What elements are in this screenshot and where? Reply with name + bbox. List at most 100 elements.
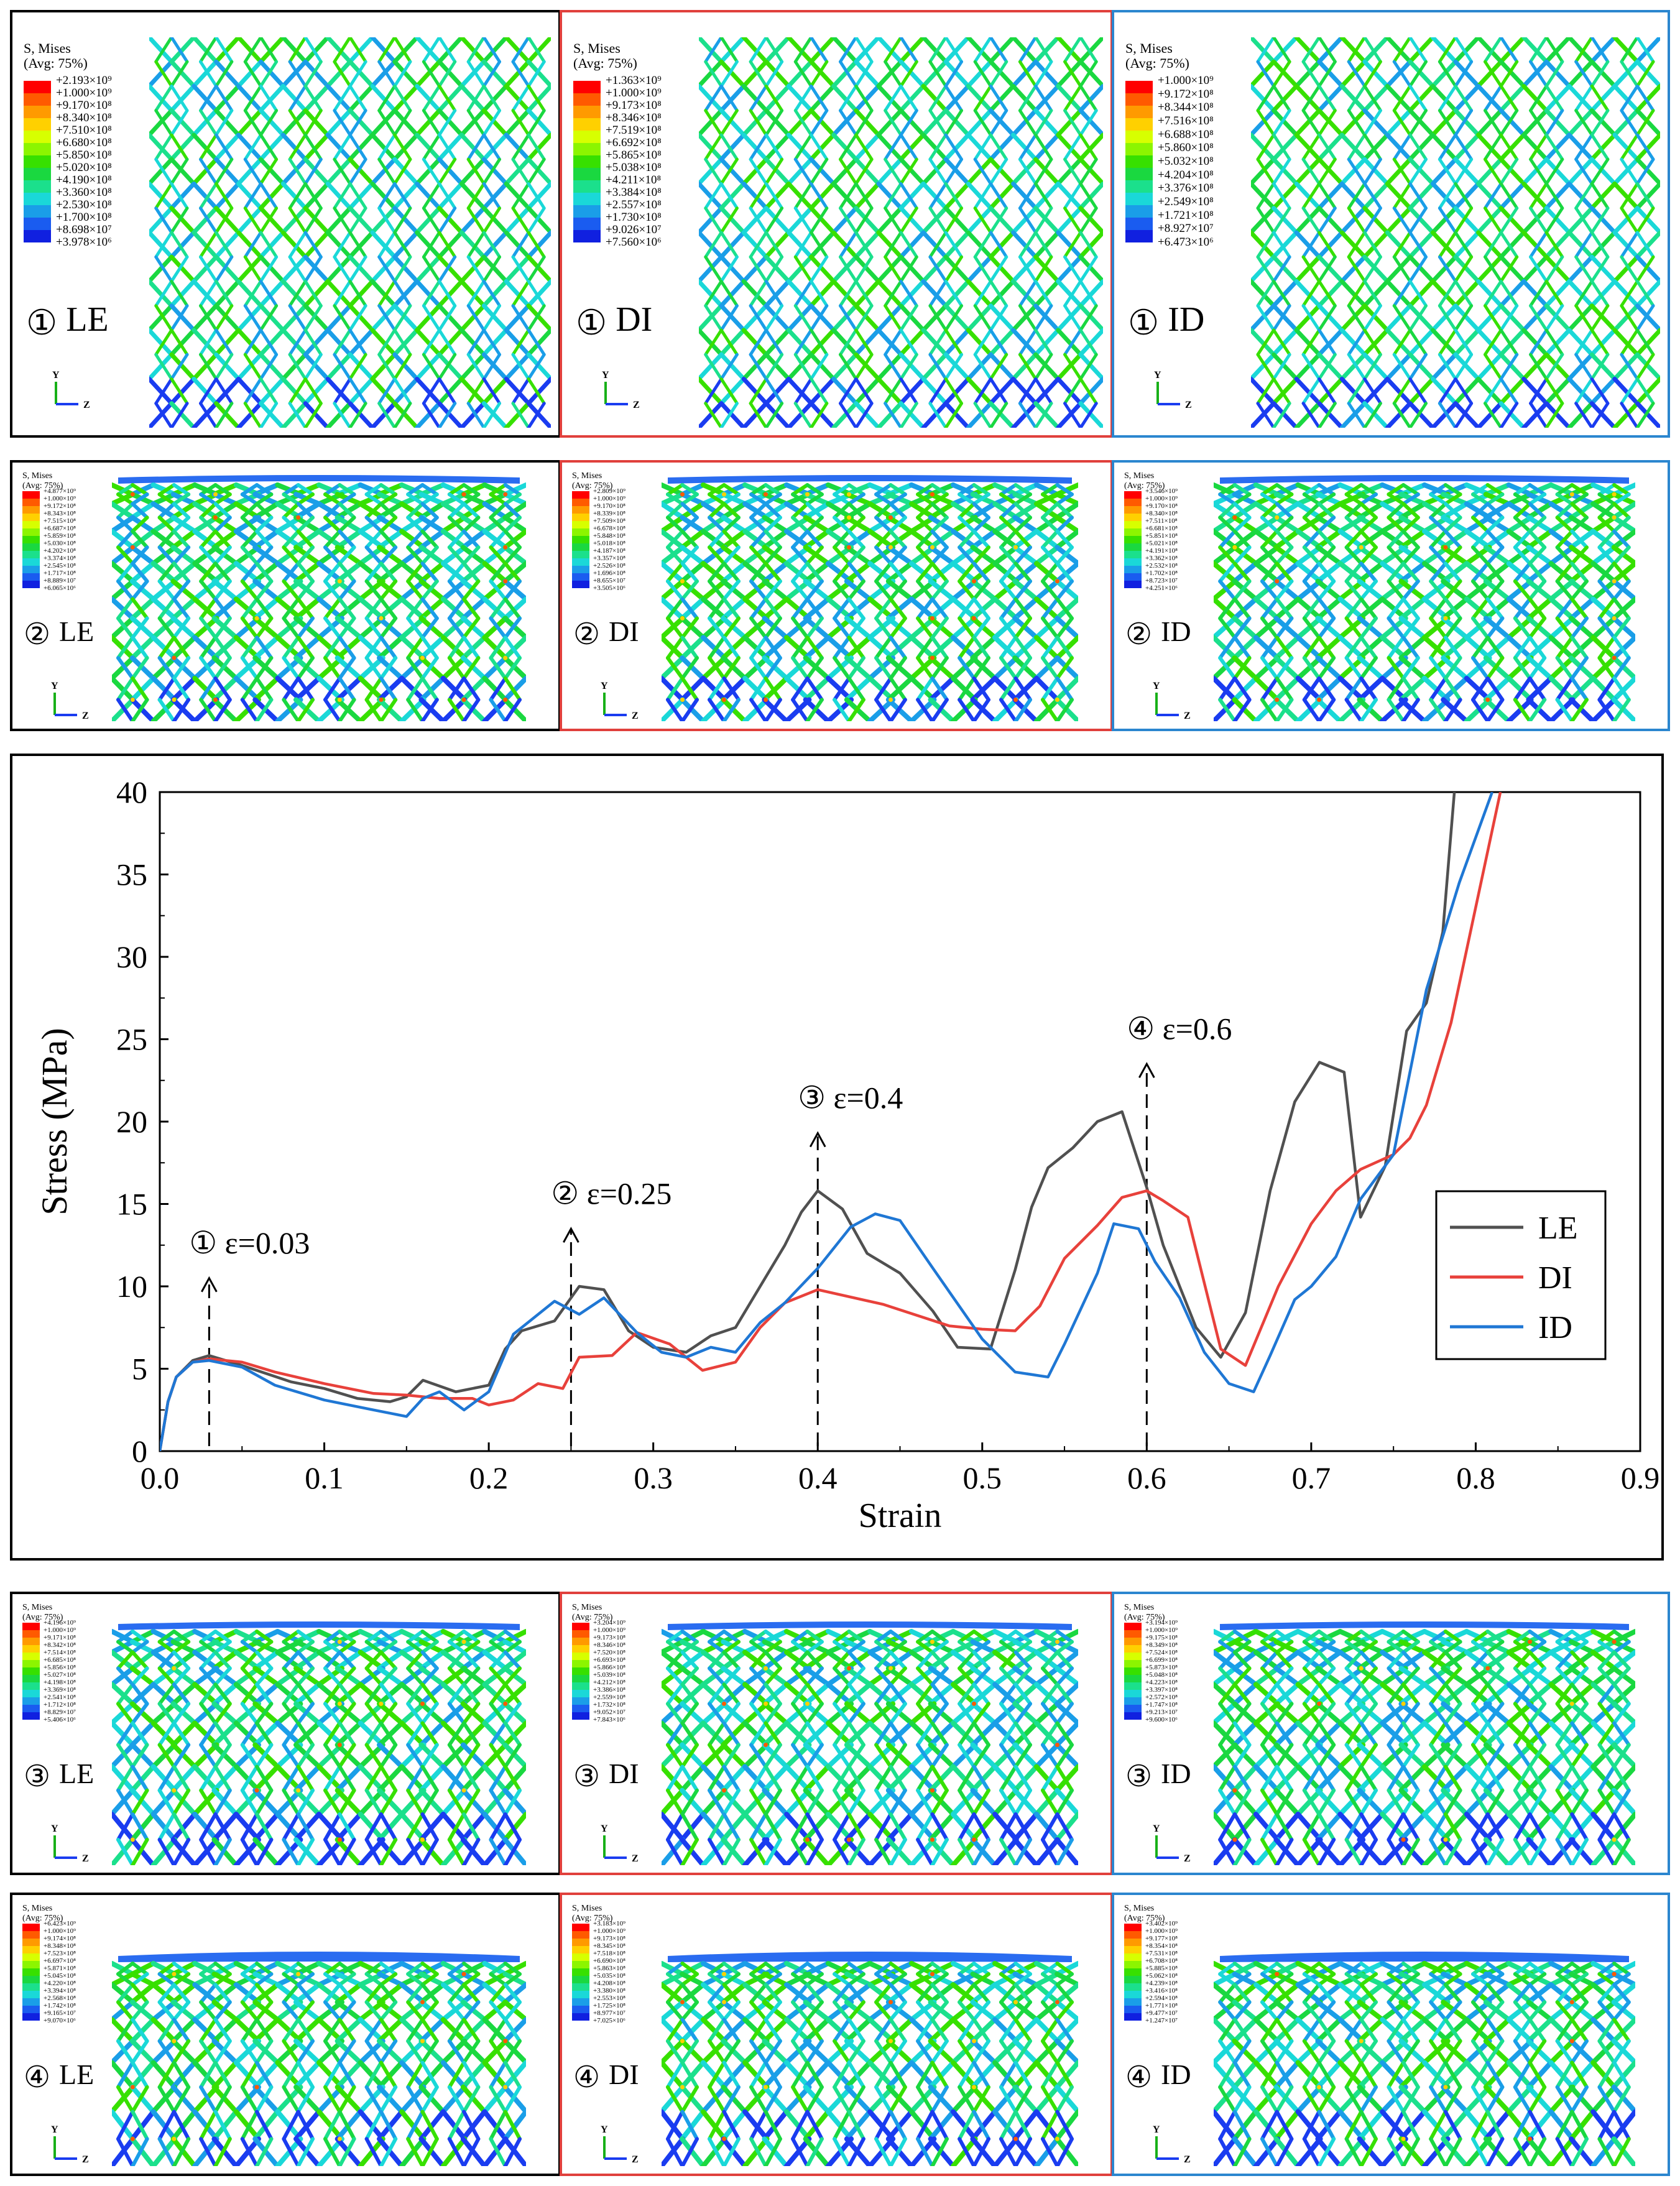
lattice-strut bbox=[259, 37, 279, 63]
axis-triad-icon: YZ bbox=[1154, 370, 1192, 410]
stress-hotspot bbox=[1055, 698, 1059, 702]
lattice-strut bbox=[192, 328, 219, 357]
lattice-strut bbox=[701, 1787, 727, 1817]
lattice-strut bbox=[699, 182, 724, 211]
lattice-contour-plot bbox=[1251, 37, 1660, 428]
lattice-strut bbox=[393, 157, 412, 185]
lattice-strut bbox=[150, 616, 178, 640]
lattice-strut bbox=[1260, 616, 1279, 640]
legend-value: +5.021×10⁸ bbox=[1145, 540, 1178, 547]
lattice-strut bbox=[803, 1720, 831, 1748]
lattice-strut bbox=[958, 1764, 976, 1792]
lattice-strut bbox=[406, 492, 425, 506]
lattice-strut bbox=[701, 596, 727, 621]
lattice-strut bbox=[150, 1666, 178, 1687]
lattice-strut bbox=[1344, 616, 1364, 640]
lattice-strut bbox=[149, 157, 174, 186]
lattice-strut bbox=[719, 377, 739, 405]
lattice-strut bbox=[338, 1743, 356, 1769]
lattice-strut bbox=[1476, 37, 1503, 64]
lattice-strut bbox=[958, 561, 976, 583]
lattice-strut bbox=[437, 377, 464, 406]
lattice-strut bbox=[1570, 529, 1589, 550]
lattice-strut bbox=[1339, 37, 1367, 64]
lattice-strut bbox=[909, 1764, 937, 1793]
lattice-strut bbox=[764, 157, 791, 186]
lattice-strut bbox=[377, 133, 397, 161]
lattice-strut bbox=[1013, 1812, 1032, 1842]
lattice-strut bbox=[437, 132, 464, 162]
lattice-strut bbox=[1574, 60, 1594, 88]
lattice-strut bbox=[722, 515, 741, 533]
lattice-strut bbox=[847, 616, 865, 640]
lattice-strut bbox=[1318, 402, 1337, 428]
lattice-strut bbox=[1513, 616, 1532, 640]
colorbar-cell bbox=[1124, 551, 1142, 558]
lattice-strut bbox=[749, 676, 768, 702]
lattice-strut bbox=[1273, 515, 1301, 534]
lattice-strut bbox=[1612, 635, 1631, 660]
lattice-strut bbox=[854, 59, 881, 88]
lattice-strut bbox=[1443, 579, 1462, 601]
lattice-strut bbox=[992, 1787, 1019, 1817]
lattice-strut bbox=[303, 85, 323, 113]
lattice-strut bbox=[364, 529, 383, 550]
lattice-strut bbox=[899, 353, 918, 380]
lattice-strut bbox=[921, 182, 948, 211]
lattice-strut bbox=[1574, 231, 1594, 259]
lattice-strut bbox=[1429, 502, 1447, 520]
lattice-strut bbox=[810, 206, 829, 234]
lattice-strut bbox=[916, 1682, 935, 1706]
lattice-strut bbox=[116, 502, 135, 520]
lattice-strut bbox=[116, 483, 135, 497]
lattice-strut bbox=[418, 635, 446, 661]
lattice-strut bbox=[972, 1630, 990, 1644]
lattice-strut bbox=[502, 635, 526, 661]
lattice-strut bbox=[1385, 182, 1413, 211]
lattice-strut bbox=[460, 616, 487, 640]
lattice-strut bbox=[742, 635, 770, 661]
lattice-strut bbox=[1232, 656, 1252, 680]
lattice-strut bbox=[296, 656, 315, 680]
lattice-strut bbox=[116, 698, 135, 721]
lattice-strut bbox=[1018, 206, 1038, 234]
colorbar-cell bbox=[572, 506, 589, 514]
lattice-strut bbox=[154, 60, 173, 88]
lattice-strut bbox=[303, 182, 330, 211]
lattice-strut bbox=[303, 353, 323, 380]
lattice-strut bbox=[406, 1812, 425, 1842]
lattice-strut bbox=[215, 109, 234, 137]
colorbar-cell bbox=[572, 543, 589, 551]
lattice-strut bbox=[1555, 698, 1574, 721]
lattice-strut bbox=[1056, 230, 1083, 259]
lattice-strut bbox=[170, 1764, 198, 1793]
lattice-strut bbox=[1218, 515, 1237, 533]
lattice-strut bbox=[1620, 328, 1639, 356]
lattice-strut bbox=[1034, 1666, 1060, 1687]
lattice-strut bbox=[296, 1788, 315, 1816]
lattice-strut bbox=[437, 84, 464, 113]
lattice-contour-plot bbox=[1214, 1621, 1635, 1865]
lattice-strut bbox=[805, 502, 824, 520]
stress-hotspot bbox=[805, 1701, 810, 1706]
lattice-strut bbox=[1256, 402, 1276, 428]
lattice-strut bbox=[466, 60, 486, 88]
lattice-strut bbox=[874, 1743, 893, 1769]
lattice-strut bbox=[211, 635, 239, 661]
lattice-strut bbox=[459, 254, 486, 284]
lattice-strut bbox=[447, 616, 466, 640]
lattice-strut bbox=[805, 515, 824, 533]
lattice-strut bbox=[377, 85, 397, 113]
lattice-strut bbox=[1611, 528, 1635, 550]
legend-value: +4.191×10⁸ bbox=[1145, 547, 1178, 555]
lattice-strut bbox=[1301, 206, 1321, 234]
lattice-strut bbox=[1079, 109, 1098, 137]
lattice-strut bbox=[377, 377, 397, 405]
lattice-strut bbox=[833, 635, 851, 660]
lattice-strut bbox=[1034, 377, 1053, 405]
lattice-strut bbox=[1055, 1650, 1074, 1671]
lattice-strut bbox=[884, 85, 903, 113]
lattice-strut bbox=[1013, 492, 1032, 506]
lattice-strut bbox=[258, 108, 285, 137]
lattice-strut bbox=[1526, 578, 1554, 602]
